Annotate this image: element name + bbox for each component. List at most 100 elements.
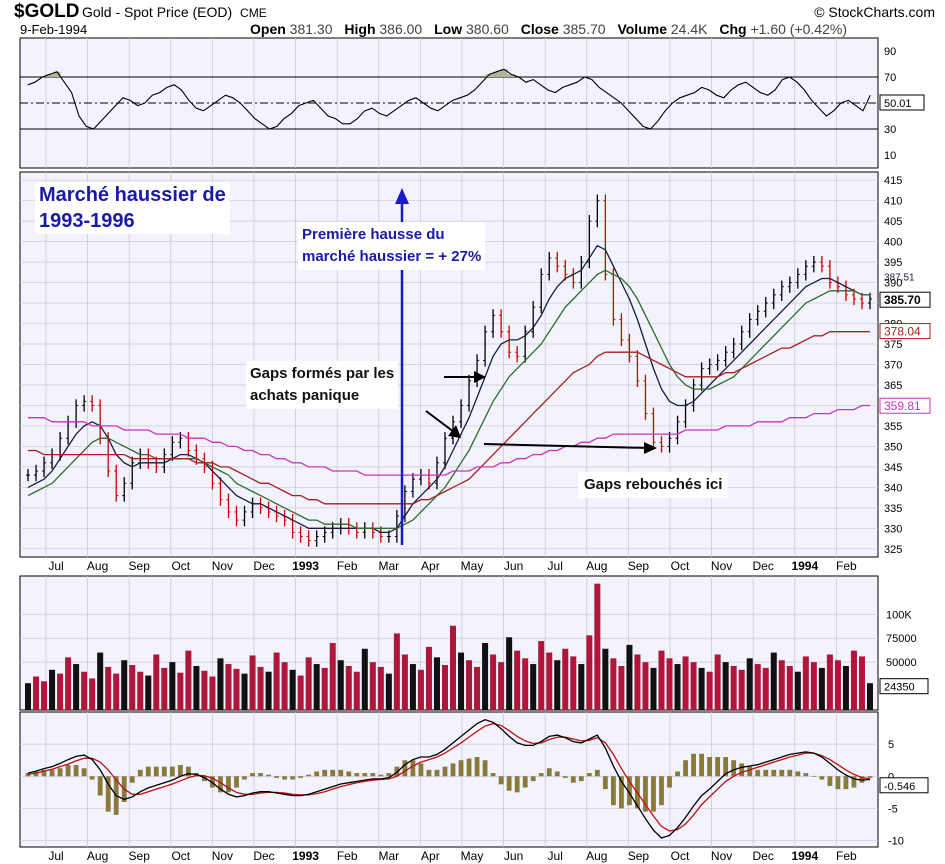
volume-bar [530, 664, 537, 710]
rise-arrow-head [395, 188, 409, 204]
volume-bar [25, 683, 32, 710]
panic-gaps-line2: achats panique [250, 387, 360, 404]
brand-label: © StockCharts.com [814, 4, 935, 20]
macd-histogram-bar [137, 769, 143, 777]
macd-histogram-bar [530, 776, 536, 782]
price-x-label: Dec [253, 559, 274, 573]
macd-tick-label: 5 [888, 739, 894, 751]
macd-histogram-bar [546, 768, 552, 777]
macd-histogram-bar [763, 769, 769, 777]
macd-histogram-bar [210, 776, 215, 788]
macd-histogram-bar [282, 776, 288, 780]
macd-histogram-bar [811, 776, 817, 777]
volume-bar [698, 667, 705, 710]
volume-bar [105, 666, 112, 710]
macd-histogram-bar [643, 776, 648, 812]
volume-bar [57, 673, 64, 710]
macd-histogram-bar [474, 757, 480, 777]
price-tick-label: 410 [884, 196, 902, 208]
macd-x-label: Aug [87, 849, 108, 863]
bull-market-title-line2: 1993-1996 [39, 210, 135, 232]
price-x-label: 1994 [791, 559, 818, 573]
volume-tick-label: 75000 [886, 633, 917, 645]
volume-bar [818, 667, 825, 710]
price-last-tag: 359.81 [884, 399, 921, 413]
price-tick-label: 350 [884, 441, 902, 453]
volume-bar [209, 676, 216, 710]
volume-bar [578, 664, 585, 710]
macd-histogram-bar [394, 766, 400, 777]
volume-bar [514, 650, 521, 710]
macd-histogram-bar [434, 769, 440, 777]
high-value: 386.00 [379, 21, 423, 37]
quote-bar: Open 381.30 High 386.00 Low 380.60 Close… [250, 21, 855, 37]
first-rise-annotation: Première hausse du marché haussier = + 2… [298, 222, 486, 270]
macd-histogram-bar [354, 773, 360, 777]
volume-tick-label: 50000 [886, 657, 917, 669]
volume-bar [730, 665, 737, 710]
macd-histogram-bar [731, 760, 737, 777]
low-value: 380.60 [466, 21, 509, 37]
macd-histogram-bar [250, 773, 255, 777]
macd-histogram-bar [218, 776, 223, 793]
volume-bar [786, 665, 793, 710]
volume-bar [121, 660, 128, 710]
volume-bar [634, 654, 641, 710]
price-tick-label: 365 [884, 380, 902, 392]
rsi-last-value: 50.01 [884, 98, 912, 110]
volume-bar [714, 654, 721, 710]
volume-bar [610, 658, 617, 710]
volume-bar [441, 665, 448, 710]
price-x-label: Oct [171, 559, 190, 573]
macd-histogram-bar [386, 773, 392, 777]
volume-bar [49, 669, 56, 710]
filled-arrow-head [644, 442, 657, 454]
volume-bar [129, 665, 136, 710]
macd-histogram-bar [426, 769, 432, 777]
volume-bar [201, 670, 208, 710]
macd-histogram-bar [322, 769, 328, 777]
macd-histogram-bar [683, 760, 688, 777]
gap-arrow-2 [425, 410, 455, 433]
volume-bar [249, 655, 256, 710]
macd-histogram-bar [25, 773, 31, 777]
macd-histogram-bar [378, 774, 384, 777]
macd-x-label: Nov [711, 849, 732, 863]
volume-bar [794, 671, 801, 710]
price-x-label: Sep [628, 559, 650, 573]
volume-bar [770, 652, 777, 710]
macd-histogram-bar [851, 776, 857, 788]
macd-histogram-bar [771, 769, 777, 777]
price-last-tag-top: 387.51 [884, 273, 915, 284]
macd-histogram-bar [89, 776, 95, 780]
macd-histogram-bar [298, 776, 304, 778]
price-x-label: Jul [548, 559, 563, 573]
volume-bar [802, 656, 809, 710]
chg-value: +1.60 (+0.42%) [750, 21, 847, 37]
macd-x-label: Apr [421, 849, 440, 863]
macd-histogram-bar [258, 773, 263, 777]
volume-bar [554, 660, 561, 710]
macd-histogram-bar [177, 765, 183, 777]
volume-bar [570, 656, 577, 710]
price-x-label: Nov [212, 559, 233, 573]
macd-histogram-bar [57, 768, 63, 777]
price-x-label: Apr [421, 559, 440, 573]
volume-bar [273, 652, 280, 710]
price-x-label: Feb [836, 559, 857, 573]
volume-bar [145, 675, 152, 710]
volume-bar [650, 667, 657, 710]
volume-bar [97, 652, 104, 710]
volume-bar [169, 662, 176, 710]
macd-histogram-bar [49, 769, 55, 777]
close-label: Close [520, 21, 559, 37]
price-tick-label: 355 [884, 421, 902, 433]
macd-histogram-bar [274, 776, 279, 778]
first-rise-line2: marché haussier = + 27% [302, 248, 482, 265]
close-value: 385.70 [562, 21, 606, 37]
macd-histogram-bar [73, 765, 79, 777]
macd-histogram-bar [723, 757, 729, 777]
macd-histogram-bar [338, 769, 344, 777]
macd-histogram-bar [699, 753, 704, 777]
macd-histogram-bar [33, 771, 39, 777]
